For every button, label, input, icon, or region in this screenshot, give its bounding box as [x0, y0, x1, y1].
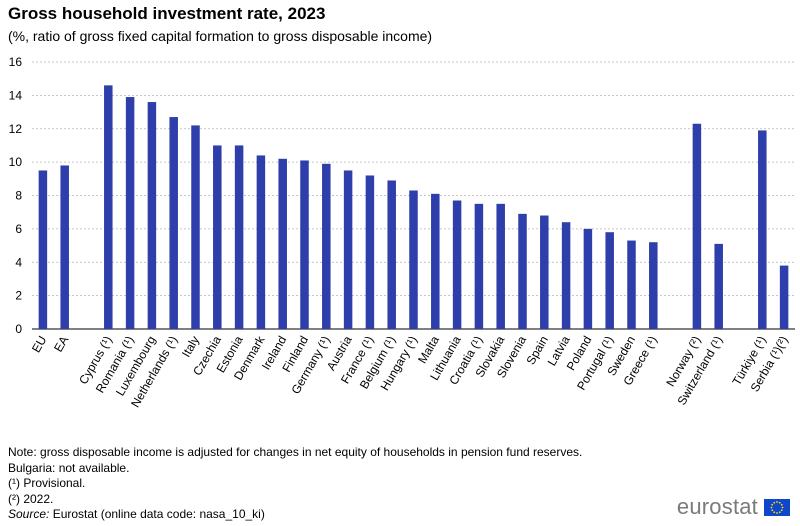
flag-star-icon [771, 503, 774, 506]
bar [496, 203, 505, 329]
bar [452, 200, 462, 329]
bar [147, 102, 157, 329]
bar [561, 222, 571, 329]
bar [169, 117, 178, 329]
bar [605, 232, 614, 329]
bar [38, 170, 48, 329]
bulgaria-note: Bulgaria: not available. [8, 460, 130, 475]
eurostat-logo-text: eurostat [676, 494, 758, 519]
source-line: Source: Eurostat (online data code: nasa… [8, 507, 582, 523]
bar [758, 130, 767, 329]
bar [256, 155, 266, 329]
bar [234, 145, 244, 329]
bar [300, 160, 309, 329]
bar [191, 125, 200, 329]
y-tick-label: 12 [9, 122, 23, 136]
flag-star-icon [770, 506, 773, 508]
flag-star-icon [780, 508, 783, 511]
flag-star-icon [780, 503, 783, 506]
note-text: Note: gross disposable income is adjuste… [8, 445, 583, 459]
bar [714, 243, 723, 329]
eu-flag-icon [764, 498, 790, 516]
flag-star-icon [781, 506, 784, 508]
bar [540, 215, 549, 329]
source-text: Eurostat (online data code: nasa_10_ki) [49, 507, 265, 521]
bar [322, 163, 331, 329]
flag-star-icon [778, 510, 781, 513]
bar [60, 165, 69, 329]
bar [649, 242, 658, 329]
flag-star-icon [773, 510, 776, 513]
bar [343, 170, 353, 329]
bar [213, 145, 222, 329]
flag-star-icon [776, 500, 778, 503]
y-tick-label: 4 [15, 255, 22, 269]
flag-background [764, 498, 790, 516]
flag-star-icon [773, 501, 776, 504]
y-tick-label: 10 [9, 155, 23, 169]
chart-subtitle: (%, ratio of gross fixed capital formati… [8, 28, 433, 44]
bar [104, 85, 113, 329]
y-tick-label: 6 [15, 222, 22, 236]
bar [627, 240, 636, 329]
y-tick-label: 16 [9, 55, 23, 69]
y-tick-label: 8 [15, 189, 22, 203]
flag-star-icon [778, 501, 781, 504]
notes-block: Note: gross disposable income is adjuste… [8, 445, 582, 523]
bar [125, 97, 135, 329]
bar [779, 265, 789, 329]
y-tick-label: 2 [15, 289, 22, 303]
bar [474, 203, 484, 329]
y-tick-label: 14 [9, 88, 23, 102]
eurostat-logo: eurostat [677, 494, 790, 520]
source-label: Source: [8, 507, 50, 521]
bar [278, 158, 287, 329]
flag-star-icon [771, 508, 774, 511]
bar [518, 213, 527, 329]
chart-title: Gross household investment rate, 2023 [8, 4, 326, 23]
y-tick-label: 0 [15, 322, 22, 336]
flag-star-icon [776, 511, 778, 514]
bar [387, 180, 396, 329]
bar [409, 190, 418, 329]
bar [692, 123, 702, 330]
bar [583, 228, 593, 329]
x-tick-label: EU [29, 334, 49, 355]
bar [431, 193, 440, 329]
bar [365, 175, 375, 329]
footnote-provisional: (¹) Provisional. [8, 476, 86, 490]
footnote-2022: (²) 2022. [8, 491, 54, 506]
x-tick-label: EA [51, 334, 71, 355]
